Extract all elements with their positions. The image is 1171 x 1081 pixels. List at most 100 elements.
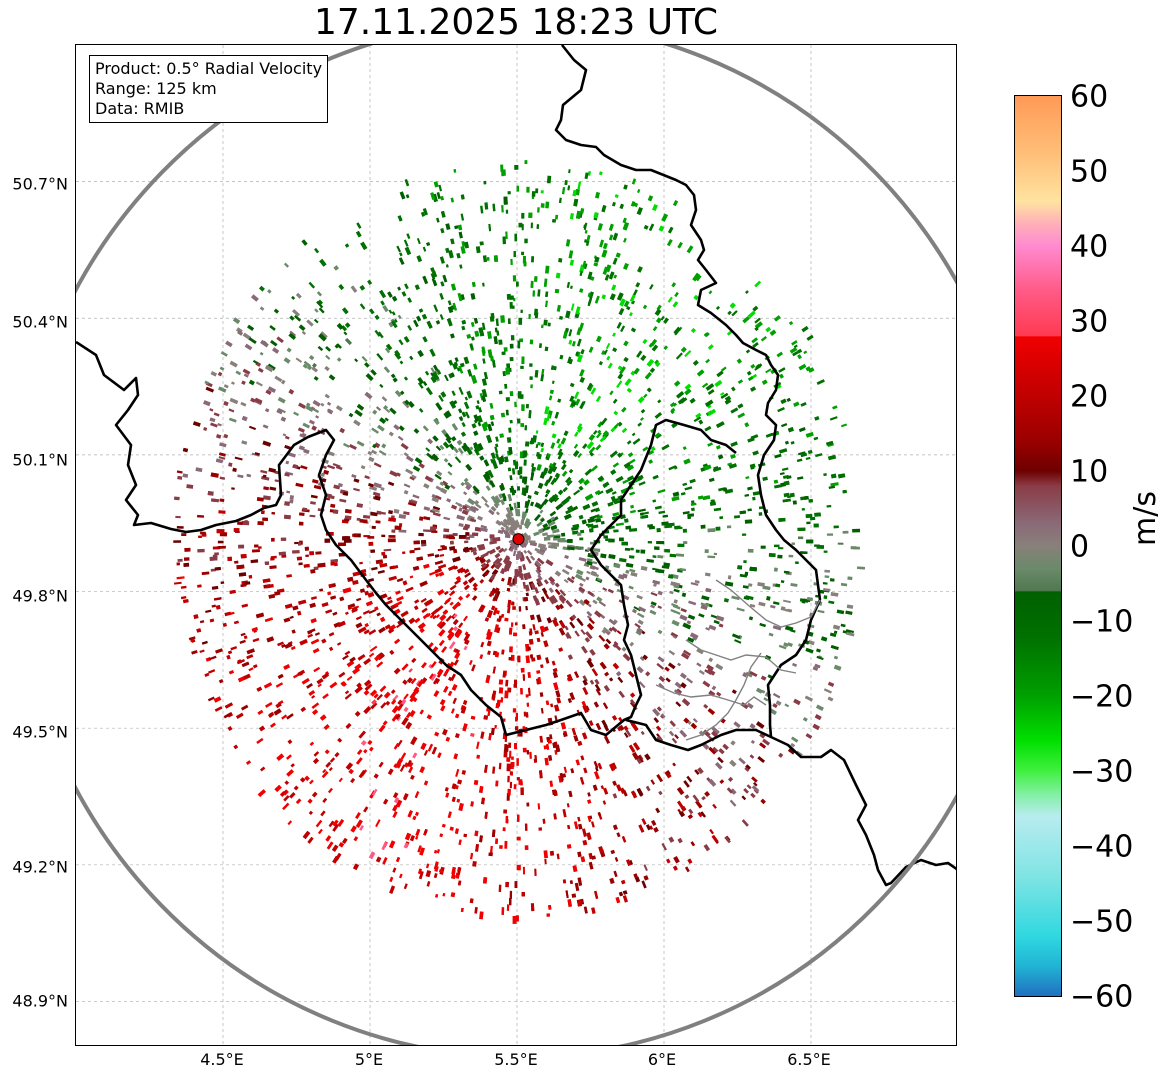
velocity-pixel bbox=[520, 423, 525, 427]
velocity-pixel bbox=[435, 614, 440, 619]
velocity-pixel bbox=[537, 574, 543, 581]
velocity-pixel bbox=[536, 614, 542, 623]
velocity-pixel bbox=[578, 599, 586, 606]
velocity-pixel bbox=[309, 602, 316, 609]
velocity-pixel bbox=[491, 458, 497, 466]
velocity-pixel bbox=[182, 447, 189, 453]
velocity-pixel bbox=[433, 304, 439, 313]
velocity-pixel bbox=[363, 658, 371, 666]
velocity-pixel bbox=[520, 519, 525, 526]
velocity-pixel bbox=[527, 494, 532, 499]
velocity-pixel bbox=[566, 495, 572, 501]
velocity-pixel bbox=[199, 649, 205, 654]
velocity-pixel bbox=[674, 291, 679, 297]
velocity-pixel bbox=[222, 622, 227, 628]
velocity-pixel bbox=[669, 720, 676, 727]
map-plot-area[interactable] bbox=[75, 44, 957, 1046]
velocity-pixel bbox=[439, 256, 445, 264]
velocity-pixel bbox=[577, 532, 582, 536]
velocity-pixel bbox=[577, 181, 582, 190]
velocity-pixel bbox=[481, 495, 488, 503]
velocity-pixel bbox=[673, 380, 681, 387]
velocity-pixel bbox=[521, 356, 525, 365]
velocity-pixel bbox=[575, 306, 581, 315]
velocity-pixel bbox=[444, 433, 452, 441]
velocity-pixel bbox=[430, 192, 436, 200]
velocity-pixel bbox=[543, 319, 548, 326]
velocity-pixel bbox=[217, 371, 223, 377]
velocity-pixel bbox=[646, 387, 652, 393]
velocity-pixel bbox=[254, 397, 263, 404]
velocity-pixel bbox=[184, 547, 191, 552]
velocity-pixel bbox=[483, 472, 491, 481]
velocity-pixel bbox=[385, 347, 390, 354]
velocity-pixel bbox=[503, 196, 508, 205]
velocity-pixel bbox=[686, 620, 692, 625]
velocity-pixel bbox=[320, 810, 326, 817]
velocity-pixel bbox=[654, 505, 662, 510]
velocity-pixel bbox=[537, 441, 541, 446]
velocity-pixel bbox=[602, 702, 609, 710]
velocity-pixel bbox=[594, 489, 601, 495]
velocity-pixel bbox=[485, 674, 491, 684]
velocity-pixel bbox=[593, 701, 599, 708]
velocity-pixel bbox=[561, 470, 568, 477]
velocity-pixel bbox=[530, 384, 533, 389]
velocity-pixel bbox=[450, 305, 455, 310]
velocity-pixel bbox=[652, 555, 657, 558]
velocity-pixel bbox=[655, 361, 661, 368]
velocity-pixel bbox=[289, 330, 296, 337]
velocity-pixel bbox=[197, 514, 205, 518]
velocity-pixel bbox=[576, 569, 584, 576]
velocity-pixel bbox=[613, 422, 620, 429]
velocity-pixel bbox=[287, 820, 293, 826]
velocity-pixel bbox=[681, 652, 690, 660]
velocity-pixel bbox=[592, 566, 599, 571]
velocity-pixel bbox=[378, 761, 384, 768]
velocity-pixel bbox=[453, 169, 457, 173]
velocity-pixel bbox=[475, 843, 480, 852]
velocity-pixel bbox=[525, 655, 530, 664]
velocity-pixel bbox=[482, 255, 488, 263]
velocity-pixel bbox=[368, 456, 375, 462]
velocity-pixel bbox=[367, 450, 373, 456]
velocity-pixel bbox=[572, 189, 577, 197]
velocity-pixel bbox=[543, 417, 548, 426]
velocity-pixel bbox=[183, 562, 190, 567]
velocity-pixel bbox=[443, 685, 449, 693]
velocity-pixel bbox=[357, 655, 364, 661]
velocity-pixel bbox=[686, 775, 693, 783]
velocity-pixel bbox=[403, 483, 411, 488]
velocity-pixel bbox=[429, 673, 434, 680]
velocity-pixel bbox=[218, 386, 227, 393]
velocity-pixel bbox=[708, 746, 717, 755]
velocity-pixel bbox=[597, 429, 602, 434]
velocity-pixel bbox=[362, 514, 371, 519]
velocity-pixel bbox=[649, 525, 655, 530]
velocity-pixel bbox=[427, 743, 434, 752]
velocity-pixel bbox=[840, 583, 848, 587]
velocity-pixel bbox=[458, 408, 463, 414]
velocity-pixel bbox=[787, 748, 796, 755]
velocity-pixel bbox=[595, 766, 599, 772]
velocity-pixel bbox=[582, 443, 588, 450]
velocity-pixel bbox=[563, 766, 568, 774]
velocity-pixel bbox=[534, 868, 537, 876]
velocity-pixel bbox=[752, 342, 759, 348]
velocity-pixel bbox=[502, 522, 507, 527]
velocity-pixel bbox=[319, 588, 324, 592]
velocity-pixel bbox=[574, 398, 581, 406]
velocity-pixel bbox=[238, 572, 247, 577]
velocity-pixel bbox=[657, 605, 662, 609]
velocity-pixel bbox=[593, 211, 599, 219]
velocity-pixel bbox=[529, 339, 534, 345]
velocity-pixel bbox=[700, 811, 706, 818]
velocity-pixel bbox=[784, 440, 789, 445]
velocity-pixel bbox=[713, 552, 718, 556]
velocity-pixel bbox=[603, 684, 611, 692]
velocity-pixel bbox=[448, 250, 454, 259]
velocity-pixel bbox=[388, 309, 393, 314]
velocity-pixel bbox=[344, 690, 350, 695]
velocity-pixel bbox=[530, 472, 535, 481]
velocity-pixel bbox=[543, 640, 549, 648]
